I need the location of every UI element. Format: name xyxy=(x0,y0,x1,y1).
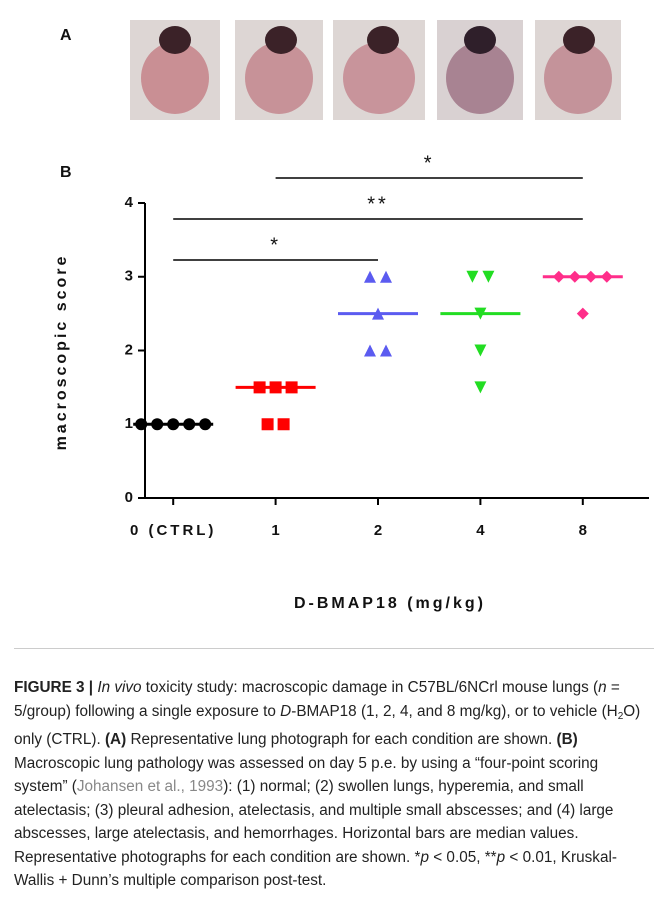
figure: A B macroscopic score D-BMAP18 (mg/kg) 0… xyxy=(53,20,649,612)
caption-text: (B) xyxy=(556,731,578,748)
x-tick-label: 0 (CTRL) xyxy=(130,522,217,539)
caption-text: FIGURE 3 | xyxy=(14,679,98,696)
caption-text: n xyxy=(598,679,607,696)
caption-text: Macroscopic lung pathology was assessed … xyxy=(14,754,599,796)
x-tick-label: 2 xyxy=(374,522,382,539)
significance-label: * xyxy=(424,152,435,174)
data-point xyxy=(364,344,376,357)
caption-text: Johansen et al., 1993 xyxy=(76,778,224,795)
x-axis-title: D-BMAP18 (mg/kg) xyxy=(294,595,486,612)
caption-text: In vivo xyxy=(97,679,142,696)
panel-label: A xyxy=(60,27,72,44)
caption-text: O) only (CTRL). xyxy=(14,702,641,749)
caption-text: Representative lung photograph for each … xyxy=(126,731,557,748)
caption-text: = 5/group) following a single exposure t… xyxy=(14,679,620,720)
y-axis-title: macroscopic score xyxy=(53,254,70,451)
x-tick-label: 1 xyxy=(271,522,279,539)
caption-text: -BMAP18 (1, 2, 4, and 8 mg/kg), or to ve… xyxy=(291,702,618,720)
data-point xyxy=(261,418,274,431)
data-point xyxy=(474,344,487,357)
photos xyxy=(130,20,621,120)
data-point xyxy=(474,381,487,394)
significance-label: ** xyxy=(367,193,389,215)
caption-text: 2 xyxy=(617,710,624,722)
caption-text: toxicity study: macroscopic damage in C5… xyxy=(141,679,599,696)
separator xyxy=(14,648,654,649)
caption-text: < 0.05, ** xyxy=(429,848,497,866)
data-point xyxy=(576,307,589,320)
x-tick-label: 8 xyxy=(579,522,587,539)
data-point xyxy=(482,270,495,283)
data-point xyxy=(466,270,479,283)
caption-text: p xyxy=(420,848,429,866)
caption-text: D xyxy=(280,702,292,720)
data-point xyxy=(277,418,290,431)
panel-label: B xyxy=(60,164,72,181)
y-tick-label: 4 xyxy=(125,194,134,211)
x-tick-label: 4 xyxy=(476,522,485,539)
caption-text: ): (1) normal; (2) swollen lungs, hypere… xyxy=(14,778,614,866)
caption-text: < 0.01, Kruskal-Wallis + Dunn’s multiple… xyxy=(14,848,617,890)
y-tick-label: 0 xyxy=(125,489,133,506)
data-point xyxy=(380,270,392,283)
caption-text: (A) xyxy=(104,731,127,748)
caption-text: p xyxy=(496,848,506,866)
y-tick-label: 2 xyxy=(125,341,133,358)
data-point xyxy=(364,270,376,283)
data-point xyxy=(380,344,392,357)
y-tick-label: 1 xyxy=(125,415,133,432)
significance-label: * xyxy=(270,234,281,256)
y-tick-label: 3 xyxy=(125,268,133,285)
caption: FIGURE 3 | In vivo toxicity study: macro… xyxy=(14,676,650,893)
